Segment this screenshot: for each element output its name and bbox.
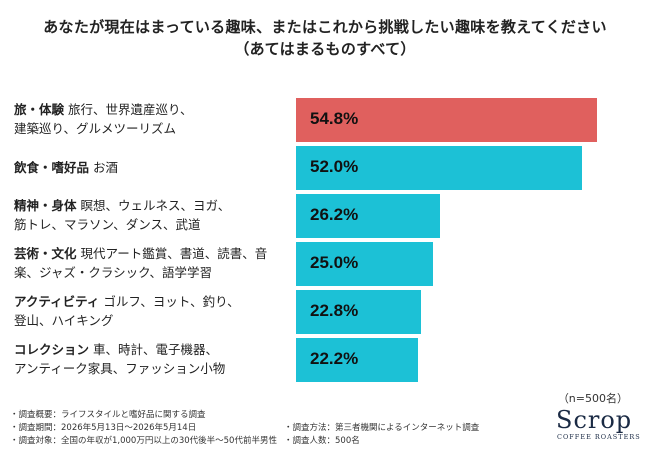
bar [296, 146, 582, 190]
category-name: 旅・体験 [14, 102, 65, 117]
bar-value-label: 54.8% [310, 109, 359, 128]
category-label: 旅・体験 旅行、世界遺産巡り、建築巡り、グルメツーリズム [14, 100, 284, 138]
category-label: アクティビティ ゴルフ、ヨット、釣り、登山、ハイキング [14, 292, 284, 330]
category-detail: 筋トレ、マラソン、ダンス、武道 [14, 217, 201, 232]
category-name: コレクション [14, 342, 90, 357]
category-detail: 車、時計、電子機器、 [89, 342, 218, 357]
category-detail: お酒 [89, 160, 118, 175]
footnote-target: ・調査対象：全国の年収が1,000万円以上の30代後半～50代前半男性 [10, 436, 277, 446]
category-name: 飲食・嗜好品 [14, 160, 90, 175]
footnote-method: ・調査方法：第三者機関によるインターネット調査 [284, 423, 480, 433]
category-detail: 瞑想、ウェルネス、ヨガ、 [76, 198, 231, 213]
category-detail: 楽、ジャズ・クラシック、語学学習 [14, 265, 213, 280]
bar-value-label: 52.0% [310, 157, 359, 176]
category-detail: 登山、ハイキング [14, 313, 114, 328]
bar-value-label: 22.2% [310, 349, 359, 368]
category-name: アクティビティ [14, 294, 100, 309]
bar [296, 242, 433, 286]
chart-subtitle: （あてはまるものすべて） [234, 40, 416, 58]
bar-value-label: 26.2% [310, 205, 359, 224]
category-detail: アンティーク家具、ファッション小物 [14, 361, 226, 376]
category-name: 芸術・文化 [14, 246, 77, 261]
category-detail: 建築巡り、グルメツーリズム [14, 121, 177, 136]
category-label: 芸術・文化 現代アート鑑賞、書道、読書、音楽、ジャズ・クラシック、語学学習 [14, 244, 284, 282]
sample-size-note: （n=500名） [557, 392, 628, 405]
bar [296, 290, 421, 334]
footnote-count: ・調査人数：500名 [284, 436, 360, 446]
logo-subtext: COFFEE ROASTERS [557, 433, 641, 441]
category-label: 飲食・嗜好品 お酒 [14, 158, 284, 177]
category-name: 精神・身体 [14, 198, 77, 213]
category-label: コレクション 車、時計、電子機器、アンティーク家具、ファッション小物 [14, 340, 284, 378]
category-detail: ゴルフ、ヨット、釣り、 [99, 294, 240, 309]
category-detail: 現代アート鑑賞、書道、読書、音 [76, 246, 268, 261]
chart-title: あなたが現在はまっている趣味、またはこれから挑戦したい趣味を教えてください [43, 18, 607, 36]
bar [296, 338, 418, 382]
category-detail: 旅行、世界遺産巡り、 [64, 102, 193, 117]
bar [296, 98, 597, 142]
bar-value-label: 22.8% [310, 301, 359, 320]
bar-value-label: 25.0% [310, 253, 359, 272]
bar [296, 194, 440, 238]
logo-text: Scrop [556, 406, 633, 434]
footnote-period: ・調査期間：2026年5月13日～2026年5月14日 [10, 423, 197, 433]
category-label: 精神・身体 瞑想、ウェルネス、ヨガ、筋トレ、マラソン、ダンス、武道 [14, 196, 284, 234]
footnote-overview: ・調査概要：ライフスタイルと嗜好品に関する調査 [10, 410, 206, 420]
